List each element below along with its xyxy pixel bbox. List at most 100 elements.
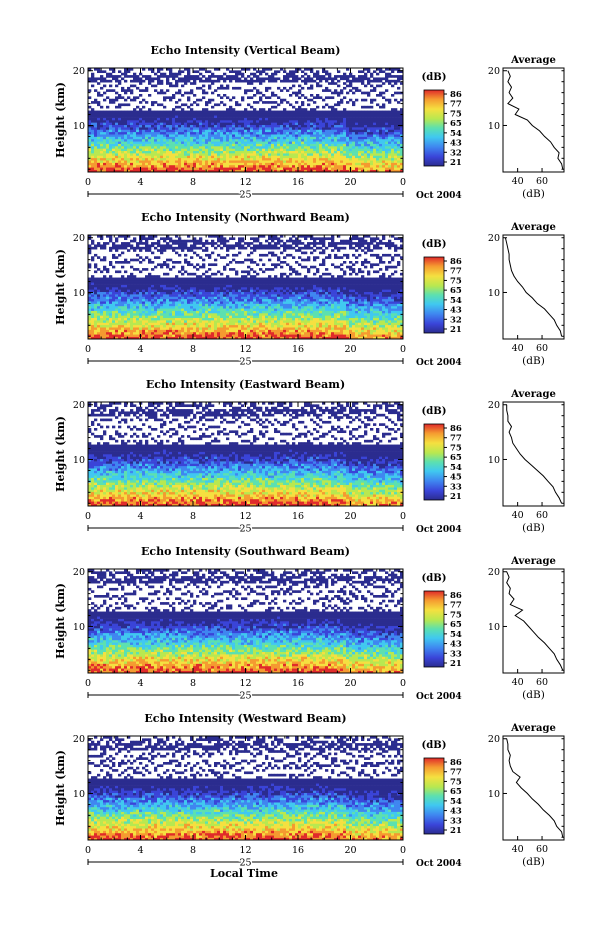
x-tick-label: 20 [344, 511, 356, 522]
avg-x-tick-label: 60 [536, 343, 548, 354]
x-tick-label: 0 [400, 177, 406, 188]
y-tick-label: 20 [73, 567, 85, 578]
x-tick-label: 8 [190, 845, 196, 856]
y-tick-label: 20 [73, 400, 85, 411]
colorbar-tick-label: 21 [450, 659, 462, 669]
colorbar-tick-label: 65 [450, 119, 462, 129]
panel-3: Echo Intensity (Eastward Beam) 0 4 8 12 16 20 0… [54, 378, 565, 536]
colorbar-tick-label: 32 [450, 315, 462, 325]
colorbar-tick-label: 43 [450, 139, 462, 149]
avg-title: Average [510, 389, 556, 400]
panel-2: Echo Intensity (Northward Beam) 0 4 8 12 16 20… [54, 211, 565, 369]
colorbar [423, 423, 445, 501]
panel-title: Echo Intensity (Vertical Beam) [150, 44, 340, 57]
avg-x-label: (dB) [522, 355, 545, 367]
avg-y-tick-label: 20 [488, 233, 500, 244]
heatmap-cells [88, 68, 404, 173]
colorbar-tick-label: 77 [450, 434, 462, 444]
y-tick-label: 10 [73, 288, 85, 299]
x-tick-label: 0 [400, 845, 406, 856]
x-tick-label: 0 [85, 678, 91, 689]
x-tick-label: 0 [400, 344, 406, 355]
avg-frame [502, 568, 565, 674]
x-tick-label: 0 [85, 511, 91, 522]
avg-x-tick-label: 40 [512, 844, 524, 855]
y-tick-label: 10 [73, 455, 85, 466]
colorbar-tick-label: 45 [450, 473, 462, 483]
date-label: Oct 2004 [416, 191, 462, 201]
y-axis-label: Height (km) [54, 82, 67, 158]
x-tick-label: 0 [85, 845, 91, 856]
x-tick-label: 8 [190, 678, 196, 689]
colorbar-tick-label: 77 [450, 601, 462, 611]
colorbar-tick-label: 43 [450, 640, 462, 650]
x-tick-label: 4 [137, 511, 143, 522]
x-tick-label: 20 [344, 344, 356, 355]
colorbar-tick-label: 86 [450, 758, 462, 768]
y-axis-label: Height (km) [54, 249, 67, 325]
avg-frame [502, 67, 565, 173]
y-tick-label: 20 [73, 734, 85, 745]
panel-title: Echo Intensity (Northward Beam) [141, 211, 350, 224]
y-tick-label: 10 [73, 789, 85, 800]
x-tick-label: 20 [344, 177, 356, 188]
day-label: 25 [239, 524, 251, 535]
x-tick-label: 20 [344, 845, 356, 856]
x-tick-label: 20 [344, 678, 356, 689]
avg-profile-line [507, 70, 564, 170]
x-tick-label: 4 [137, 678, 143, 689]
avg-y-tick-label: 10 [488, 455, 500, 466]
date-label: Oct 2004 [416, 358, 462, 368]
avg-x-tick-label: 40 [512, 510, 524, 521]
panel-5: Echo Intensity (Westward Beam) 0 4 8 12 16 20 0… [54, 712, 565, 870]
colorbar-tick-label: 65 [450, 787, 462, 797]
avg-y-tick-label: 10 [488, 121, 500, 132]
colorbar [423, 89, 445, 167]
colorbar-tick-label: 21 [450, 158, 462, 168]
avg-y-tick-label: 20 [488, 567, 500, 578]
avg-y-tick-label: 10 [488, 622, 500, 633]
avg-y-tick-label: 10 [488, 789, 500, 800]
colorbar [423, 590, 445, 668]
avg-x-tick-label: 60 [536, 176, 548, 187]
avg-x-tick-label: 60 [536, 844, 548, 855]
colorbar-tick-label: 21 [450, 492, 462, 502]
panel-title: Echo Intensity (Eastward Beam) [146, 378, 345, 391]
heatmap-cells [88, 402, 404, 507]
x-tick-label: 4 [137, 344, 143, 355]
colorbar-tick-label: 75 [450, 610, 462, 620]
colorbar-tick-label: 86 [450, 90, 462, 100]
colorbar-tick-label: 32 [450, 148, 462, 158]
x-axis-label: Local Time [210, 867, 278, 880]
colorbar-tick-label: 86 [450, 257, 462, 267]
colorbar-tick-label: 75 [450, 777, 462, 787]
x-tick-label: 8 [190, 177, 196, 188]
heatmap-cells [88, 569, 404, 674]
avg-y-tick-label: 10 [488, 288, 500, 299]
date-label: Oct 2004 [416, 692, 462, 702]
avg-x-tick-label: 40 [512, 176, 524, 187]
day-label: 25 [239, 858, 251, 869]
x-tick-label: 12 [239, 845, 251, 856]
colorbar-tick-label: 54 [450, 630, 462, 640]
x-tick-label: 4 [137, 845, 143, 856]
colorbar-tick-label: 86 [450, 591, 462, 601]
x-tick-label: 16 [292, 511, 304, 522]
colorbar-unit: (dB) [422, 573, 447, 584]
avg-y-tick-label: 20 [488, 734, 500, 745]
y-axis-label: Height (km) [54, 750, 67, 826]
x-tick-label: 16 [292, 678, 304, 689]
y-tick-label: 10 [73, 121, 85, 132]
avg-y-tick-label: 20 [488, 66, 500, 77]
avg-frame [502, 401, 565, 507]
heatmap-cells [88, 736, 404, 841]
panel-title: Echo Intensity (Westward Beam) [144, 712, 346, 725]
y-tick-label: 20 [73, 66, 85, 77]
avg-title: Average [510, 222, 556, 233]
x-tick-label: 12 [239, 511, 251, 522]
date-label: Oct 2004 [416, 525, 462, 535]
colorbar-tick-label: 77 [450, 100, 462, 110]
colorbar-tick-label: 75 [450, 276, 462, 286]
date-label: Oct 2004 [416, 859, 462, 869]
colorbar-tick-label: 33 [450, 482, 462, 492]
